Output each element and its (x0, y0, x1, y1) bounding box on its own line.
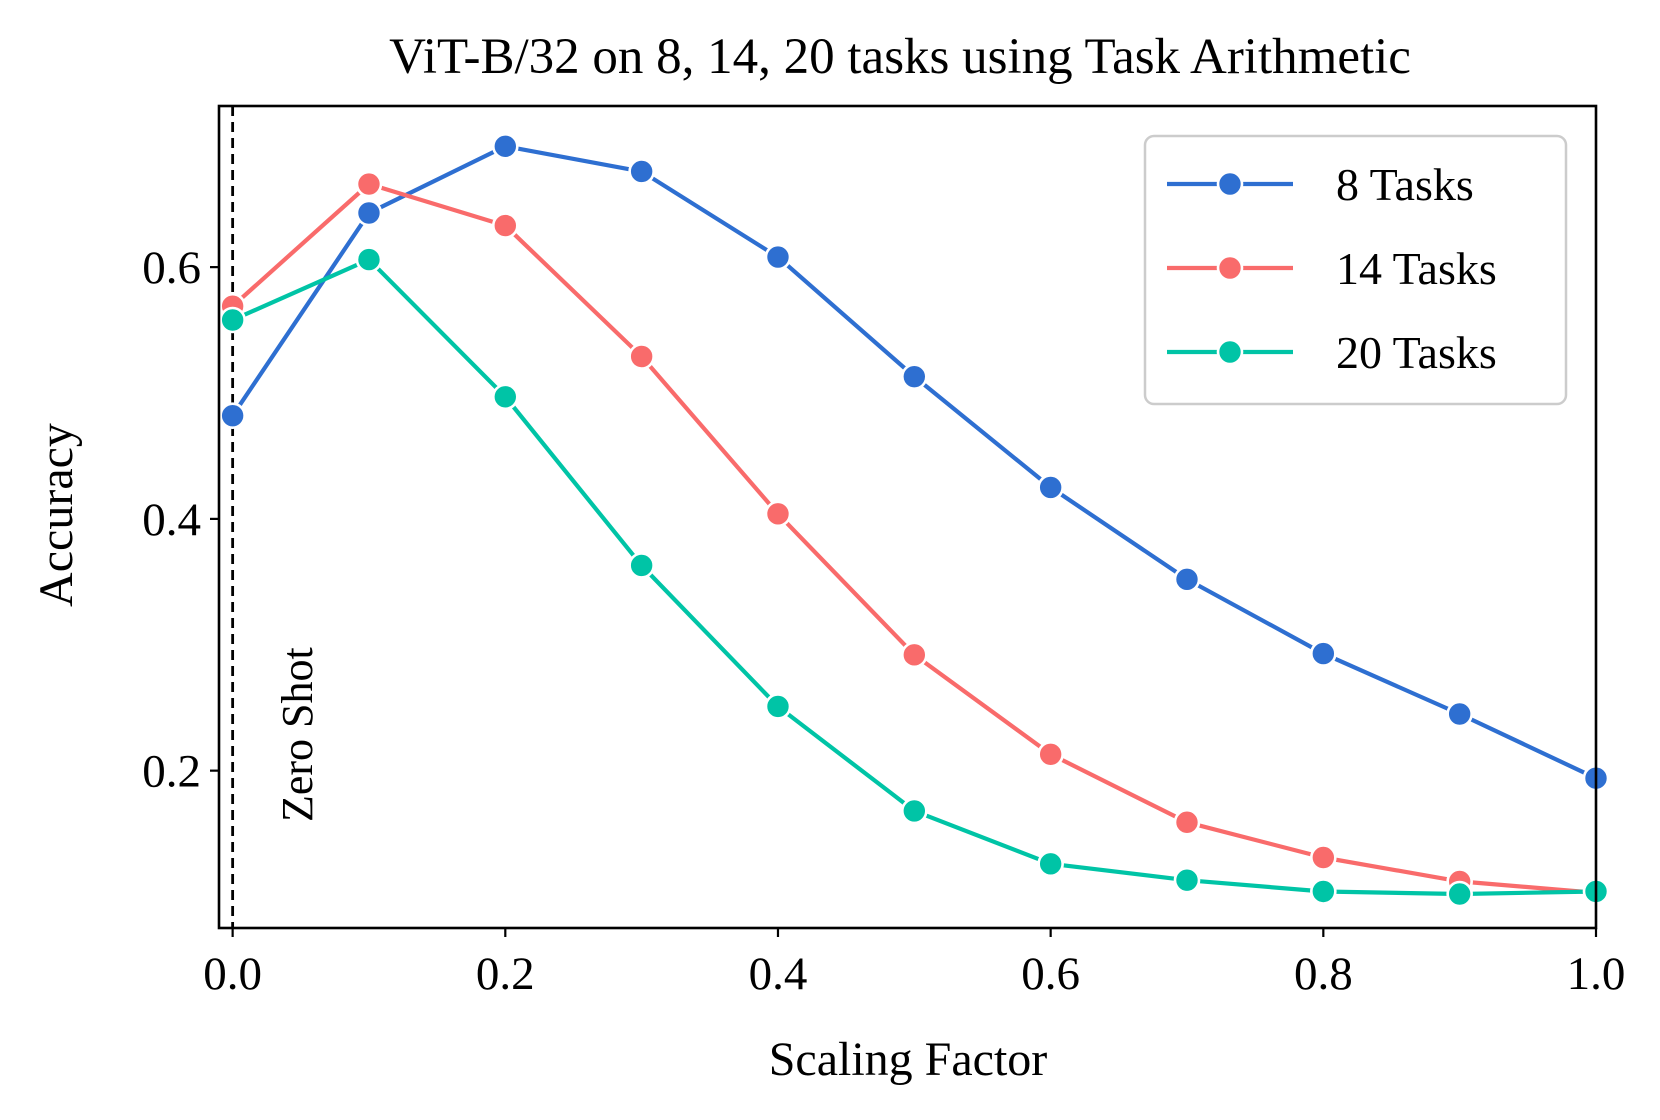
legend: 8 Tasks 14 Tasks 20 Tasks (1143, 134, 1568, 406)
y-tick-label: 0.6 (142, 242, 201, 294)
data-point-20-tasks (628, 552, 655, 579)
plot-frame (217, 104, 1598, 930)
x-tick-label: 0.4 (749, 948, 808, 1000)
data-point-8-tasks (764, 243, 792, 271)
data-point-20-tasks (764, 693, 792, 720)
series-8-tasks (219, 132, 1610, 792)
x-tick-label: 1.0 (1567, 948, 1626, 1000)
data-point-14-tasks (1173, 808, 1201, 836)
legend-item-20-tasks: 20 Tasks (1167, 327, 1497, 378)
data-point-8-tasks (628, 158, 655, 185)
data-point-8-tasks (1310, 640, 1337, 667)
y-tick-label: 0.4 (142, 494, 201, 546)
data-point-20-tasks (1310, 878, 1337, 905)
legend-item-14-tasks: 14 Tasks (1167, 243, 1497, 294)
x-tick-label: 0.8 (1294, 948, 1353, 1000)
data-point-14-tasks (355, 170, 383, 198)
data-point-8-tasks (901, 363, 928, 390)
y-axis-label: Accuracy (30, 423, 83, 607)
data-point-20-tasks (355, 246, 383, 273)
data-point-20-tasks (1173, 866, 1201, 894)
data-point-8-tasks (219, 402, 246, 429)
data-point-14-tasks (628, 343, 655, 370)
legend-item-8-tasks: 8 Tasks (1167, 159, 1474, 210)
x-axis-label: Scaling Factor (769, 1033, 1048, 1086)
data-point-8-tasks (1037, 474, 1064, 501)
axis-ticks: 0.0 0.2 0.4 0.6 0.8 1.0 0.2 0.4 0.6 (142, 242, 1625, 1000)
data-point-20-tasks (492, 383, 519, 411)
legend-label: 8 Tasks (1336, 159, 1474, 210)
x-tick-label: 0.2 (476, 948, 535, 1000)
data-point-8-tasks (492, 132, 519, 160)
x-tick-label: 0.6 (1021, 948, 1080, 1000)
legend-marker-swatch (1216, 338, 1244, 366)
data-point-20-tasks (219, 306, 246, 334)
legend-label: 20 Tasks (1336, 327, 1497, 378)
series-20-tasks (219, 246, 1610, 908)
data-point-8-tasks (1173, 566, 1201, 593)
legend-label: 14 Tasks (1336, 243, 1497, 294)
data-series (219, 132, 1610, 908)
legend-marker-swatch (1216, 170, 1244, 198)
y-tick-label: 0.2 (142, 746, 201, 798)
zero-shot-label: Zero Shot (273, 647, 322, 822)
data-point-14-tasks (492, 212, 519, 239)
zero-shot-marker: Zero Shot (231, 106, 322, 928)
data-point-20-tasks (1037, 850, 1064, 878)
legend-box (1143, 134, 1568, 406)
data-point-8-tasks (355, 199, 383, 227)
data-point-20-tasks (1446, 880, 1473, 908)
data-point-14-tasks (1310, 844, 1337, 871)
data-point-14-tasks (1037, 740, 1064, 768)
data-point-20-tasks (901, 797, 928, 825)
data-point-14-tasks (764, 500, 792, 528)
legend-marker-swatch (1216, 254, 1244, 282)
x-tick-label: 0.0 (203, 948, 262, 1000)
chart-title: ViT-B/32 on 8, 14, 20 tasks using Task A… (389, 29, 1411, 85)
data-point-8-tasks (1446, 700, 1473, 728)
data-point-14-tasks (901, 641, 928, 669)
